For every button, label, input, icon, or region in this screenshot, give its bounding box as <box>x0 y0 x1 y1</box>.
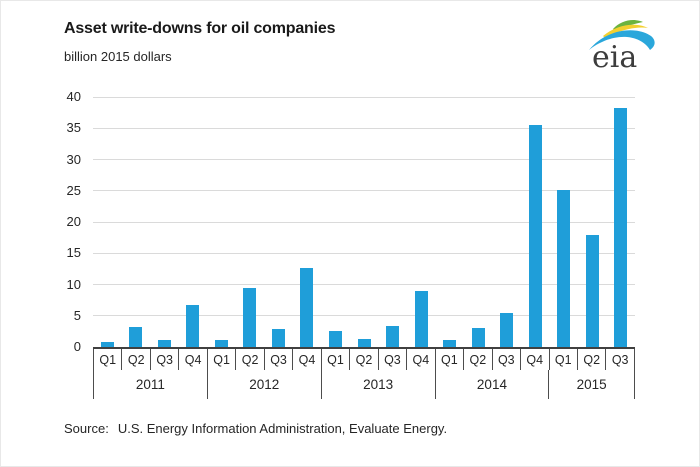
quarter-label-2014-Q1: Q1 <box>434 349 463 370</box>
quarter-label-2011-Q2: Q2 <box>121 349 149 370</box>
bar-2011-Q3 <box>157 340 171 347</box>
eia-logo-graphic: eia <box>589 20 655 75</box>
quarter-label-2012-Q4: Q4 <box>292 349 320 370</box>
quarter-label-2014-Q4: Q4 <box>520 349 548 370</box>
bar-2013-Q3 <box>386 325 400 347</box>
bar-2015-Q1 <box>557 189 571 347</box>
quarter-label-2015-Q3: Q3 <box>605 349 635 370</box>
y-axis-label-5: 5 <box>73 307 81 323</box>
chart-units-label: billion 2015 dollars <box>64 49 172 64</box>
quarter-label-2013-Q1: Q1 <box>320 349 349 370</box>
bar-2012-Q3 <box>271 328 285 347</box>
chart-title: Asset write-downs for oil companies <box>64 20 336 37</box>
y-axis-label-30: 30 <box>66 151 81 167</box>
gridline-20 <box>93 221 635 223</box>
source-note: Source: U.S. Energy Information Administr… <box>64 421 447 436</box>
bar-2011-Q2 <box>129 327 143 347</box>
year-label-2012: 2012 <box>206 370 321 399</box>
eia-logo-yellow-swoosh <box>603 24 648 38</box>
quarter-label-2015-Q2: Q2 <box>576 349 605 370</box>
eia-logo-text: eia <box>592 40 637 75</box>
bar-2015-Q3 <box>614 108 628 347</box>
quarter-label-2014-Q3: Q3 <box>491 349 520 370</box>
source-prefix: Source: <box>64 421 109 436</box>
bar-2013-Q2 <box>357 338 371 347</box>
quarter-label-2012-Q1: Q1 <box>206 349 235 370</box>
bar-2014-Q4 <box>528 124 542 347</box>
bar-2013-Q4 <box>414 290 428 347</box>
quarter-label-2012-Q2: Q2 <box>235 349 263 370</box>
gridline-40 <box>93 96 635 98</box>
quarter-label-2011-Q4: Q4 <box>178 349 206 370</box>
quarter-label-2015-Q1: Q1 <box>548 349 577 370</box>
bar-2014-Q1 <box>443 339 457 347</box>
bar-2014-Q3 <box>500 313 514 347</box>
y-axis-label-35: 35 <box>66 120 81 136</box>
year-label-2014: 2014 <box>434 370 549 399</box>
gridline-35 <box>93 127 635 129</box>
y-axis-label-20: 20 <box>66 214 81 229</box>
bar-2014-Q2 <box>471 328 485 347</box>
bar-2013-Q1 <box>328 330 342 347</box>
bar-2011-Q4 <box>186 304 200 347</box>
y-axis-label-40: 40 <box>66 89 81 104</box>
quarter-label-2014-Q2: Q2 <box>463 349 491 370</box>
quarter-label-2013-Q2: Q2 <box>349 349 377 370</box>
y-axis-label-0: 0 <box>73 339 81 354</box>
quarter-axis-row: Q1 Q2 Q3 Q4 Q1 Q2 Q3 Q4 Q1 Q2 Q3 Q4 Q1 Q2 Q3 Q4 Q1 Q2 Q3 <box>93 349 635 370</box>
bar-2011-Q1 <box>100 342 114 347</box>
gridline-30 <box>93 159 635 160</box>
gridline-10 <box>93 284 635 285</box>
year-label-2013: 2013 <box>320 370 435 399</box>
year-axis-row: 2011 2012 2013 2014 2015 <box>93 370 635 399</box>
quarter-label-2011-Q3: Q3 <box>149 349 178 370</box>
quarter-label-2012-Q3: Q3 <box>263 349 292 370</box>
year-label-2011: 2011 <box>93 370 207 399</box>
bar-2012-Q4 <box>300 268 314 347</box>
gridline-15 <box>93 252 635 254</box>
bar-2015-Q2 <box>585 234 599 347</box>
bar-2012-Q1 <box>214 339 228 347</box>
year-label-2015: 2015 <box>548 370 635 399</box>
gridline-5 <box>93 315 635 317</box>
eia-logo-blue-swoosh <box>589 30 655 50</box>
source-text: U.S. Energy Information Administration, … <box>117 421 448 436</box>
quarter-label-2013-Q4: Q4 <box>406 349 434 370</box>
eia-logo: eia <box>579 15 663 77</box>
quarter-label-2013-Q3: Q3 <box>377 349 406 370</box>
bar-2012-Q2 <box>243 288 257 347</box>
y-axis-label-25: 25 <box>66 182 81 198</box>
y-axis-label-15: 15 <box>66 245 81 261</box>
plot-area <box>93 96 635 349</box>
quarter-label-2011-Q1: Q1 <box>93 349 121 370</box>
y-axis-label-10: 10 <box>66 276 81 292</box>
gridline-25 <box>93 190 635 192</box>
